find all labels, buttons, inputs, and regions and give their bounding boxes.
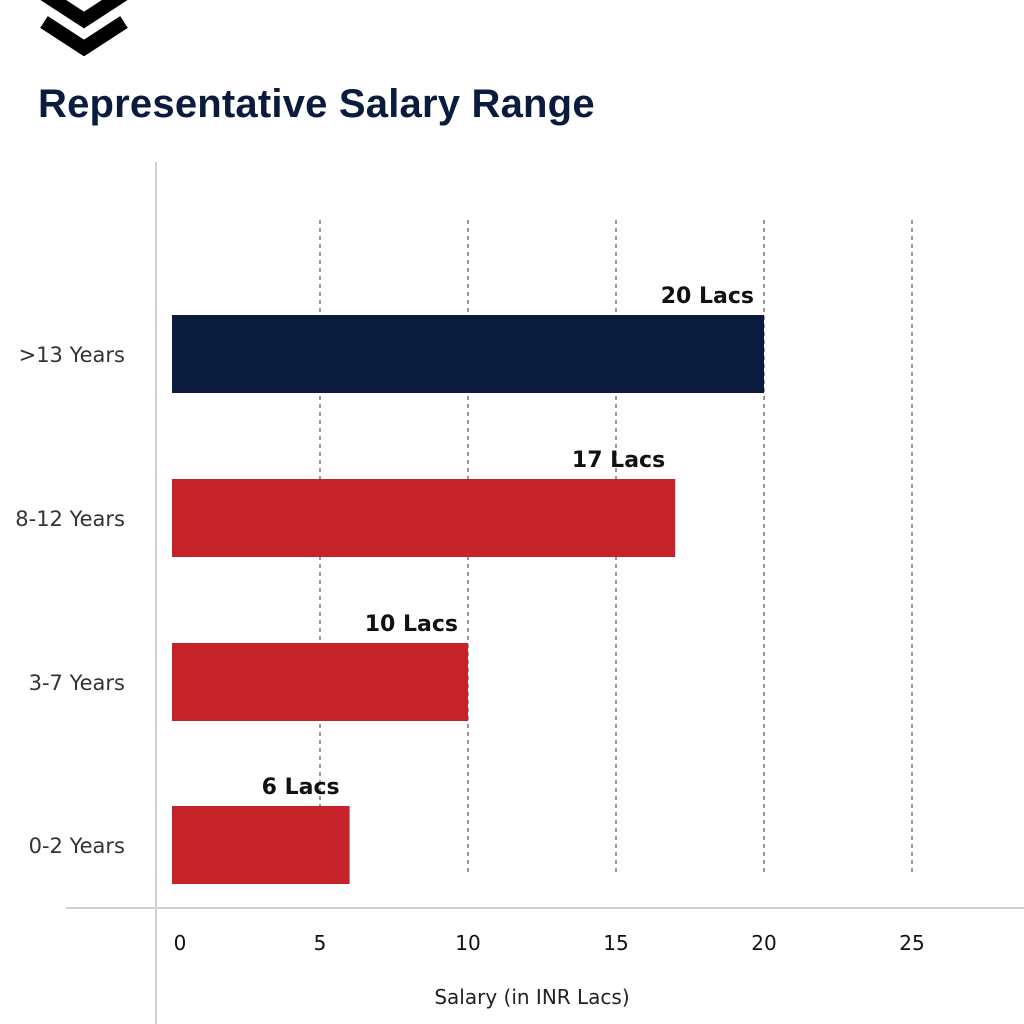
data-label: 6 Lacs — [262, 775, 340, 800]
bar-3-7-years — [172, 643, 468, 721]
category-label: 8-12 Years — [15, 507, 125, 531]
category-label: 3-7 Years — [29, 671, 125, 695]
data-label: 17 Lacs — [572, 448, 665, 473]
x-tick-label: 5 — [314, 931, 327, 955]
data-label: 10 Lacs — [365, 612, 458, 637]
bar-0-2-years — [172, 806, 350, 884]
data-label: 20 Lacs — [661, 284, 754, 309]
x-tick-label: 15 — [603, 931, 628, 955]
x-tick-labels: 0 5 10 15 20 25 — [174, 931, 925, 955]
bar--13-years — [172, 315, 764, 393]
bars: 0-2 Years 6 Lacs 3-7 Years 10 Lacs 8-12 Year… — [15, 284, 764, 884]
double-chevron-down-icon — [40, 0, 128, 56]
x-tick-label: 20 — [751, 931, 776, 955]
x-tick-label: 10 — [455, 931, 480, 955]
x-tick-label: 25 — [899, 931, 924, 955]
chart-title: Representative Salary Range — [38, 82, 595, 126]
x-tick-label: 0 — [174, 931, 187, 955]
x-axis-title: Salary (in INR Lacs) — [434, 985, 629, 1009]
category-label: 0-2 Years — [29, 834, 125, 858]
bar-8-12-years — [172, 479, 676, 557]
category-label: >13 Years — [19, 343, 125, 367]
